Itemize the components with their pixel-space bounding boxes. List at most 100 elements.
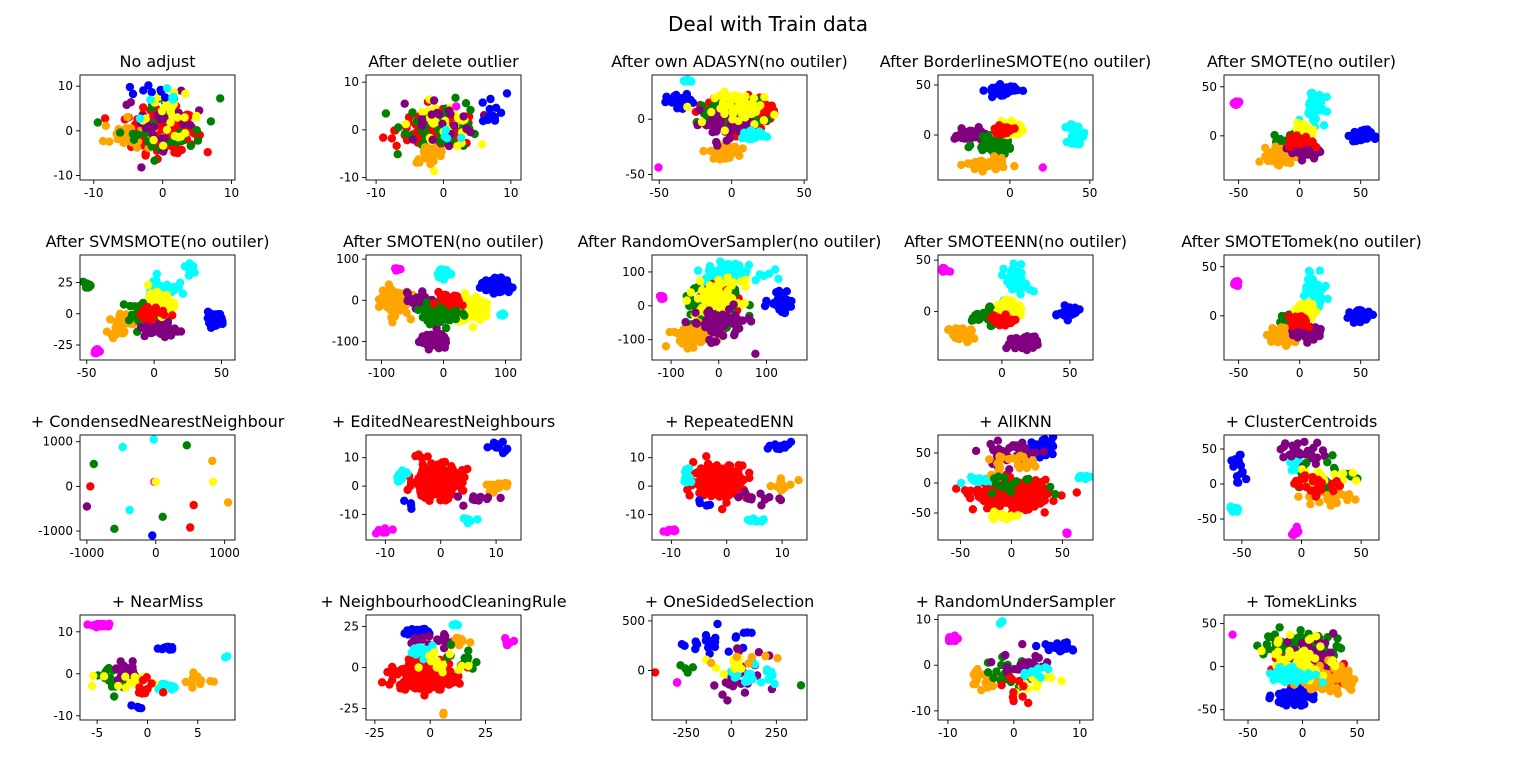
point-red: [1049, 496, 1058, 506]
point-purple: [691, 318, 700, 328]
point-orange: [106, 315, 115, 324]
x-tick-label: -1000: [69, 546, 104, 560]
point-orange: [419, 146, 429, 156]
point-blue: [483, 115, 493, 125]
y-tick-label: 0: [65, 307, 73, 321]
point-purple: [746, 317, 756, 326]
point-red: [997, 316, 1006, 325]
figure-title: Deal with Train data: [668, 12, 868, 36]
point-red: [695, 467, 704, 476]
point-purple: [707, 115, 717, 124]
point-red: [718, 505, 727, 514]
point-yellow: [682, 296, 691, 305]
y-tick-label: -25: [53, 338, 73, 352]
point-yellow: [696, 277, 705, 286]
point-red: [168, 311, 177, 320]
point-purple: [776, 495, 786, 505]
point-red: [1016, 484, 1025, 493]
subplot-8: After RandomOverSampler(no outiler)-100 0…: [578, 232, 882, 380]
y-tick-label: 0: [351, 123, 359, 137]
x-tick-label: -50: [649, 186, 669, 200]
y-tick-label: -10: [625, 507, 645, 521]
x-tick-label: 50: [1082, 186, 1097, 200]
point-yellow: [477, 140, 487, 149]
point-purple: [695, 105, 704, 115]
y-tick-label: 10: [58, 79, 73, 93]
point-red: [737, 474, 747, 484]
y-tick-label: 50: [916, 78, 931, 92]
point-cyan: [1070, 133, 1079, 142]
point-cyan: [1322, 92, 1331, 102]
point-purple: [440, 343, 449, 352]
y-tick-label: 0: [1209, 129, 1217, 143]
x-tick-label: 50: [1062, 366, 1077, 380]
point-red: [689, 458, 698, 467]
point-red: [1305, 138, 1315, 147]
subplot-title: After BorderlineSMOTE(no outiler): [880, 52, 1151, 71]
subplot-title: After SMOTEENN(no outiler): [904, 232, 1127, 251]
point-cyan: [1021, 281, 1031, 290]
point-cyan: [1066, 123, 1075, 133]
point-green: [393, 150, 402, 159]
point-orange: [115, 309, 125, 318]
point-red: [438, 468, 448, 477]
point-red: [458, 466, 467, 475]
point-magenta: [388, 525, 397, 534]
plot-frame: [79, 254, 236, 361]
scatter-points: [659, 437, 803, 537]
point-red: [952, 484, 961, 493]
point-green: [119, 300, 129, 309]
point-blue: [156, 85, 165, 95]
point-yellow: [728, 109, 738, 119]
point-purple: [1311, 323, 1320, 332]
point-purple: [747, 495, 756, 504]
point-orange: [999, 163, 1008, 172]
point-cyan: [774, 274, 783, 284]
point-red: [435, 492, 445, 502]
point-yellow: [460, 289, 470, 298]
point-blue: [1349, 318, 1359, 327]
point-yellow: [468, 323, 478, 332]
point-magenta: [659, 527, 668, 536]
point-green: [408, 108, 417, 117]
point-green: [193, 136, 203, 145]
point-cyan: [178, 289, 188, 298]
point-red: [968, 505, 978, 514]
point-cyan: [169, 92, 178, 102]
point-yellow: [181, 129, 190, 138]
point-red: [387, 134, 397, 143]
point-blue: [486, 94, 495, 104]
y-tick-label: -10: [339, 507, 359, 521]
point-green: [186, 141, 195, 151]
point-cyan: [708, 268, 717, 278]
point-purple: [428, 135, 437, 144]
point-red: [429, 299, 438, 308]
y-tick-label: -100: [618, 333, 645, 347]
point-cyan: [741, 267, 750, 276]
point-yellow: [174, 133, 183, 142]
point-green: [115, 128, 125, 137]
point-cyan: [399, 470, 408, 480]
x-tick-label: 10: [774, 546, 789, 560]
point-green: [1275, 135, 1285, 144]
x-tick-label: 50: [214, 366, 229, 380]
point-magenta: [381, 526, 390, 536]
point-yellow: [734, 95, 743, 104]
subplot-3: After own ADASYN(no outiler)-50 0 50-500: [611, 52, 847, 200]
point-red: [442, 475, 452, 485]
point-red: [709, 464, 718, 473]
point-blue: [484, 282, 493, 291]
point-blue: [993, 84, 1003, 94]
point-red: [203, 148, 212, 157]
point-blue: [1355, 129, 1365, 138]
point-yellow: [770, 110, 779, 119]
point-purple: [751, 349, 760, 358]
point-cyan: [473, 515, 482, 524]
point-blue: [782, 287, 791, 296]
point-green: [422, 308, 431, 317]
point-yellow: [720, 109, 729, 119]
x-tick-label: 10: [488, 546, 503, 560]
plot-frame: [651, 254, 808, 361]
point-purple: [417, 115, 427, 124]
point-green: [964, 143, 973, 152]
